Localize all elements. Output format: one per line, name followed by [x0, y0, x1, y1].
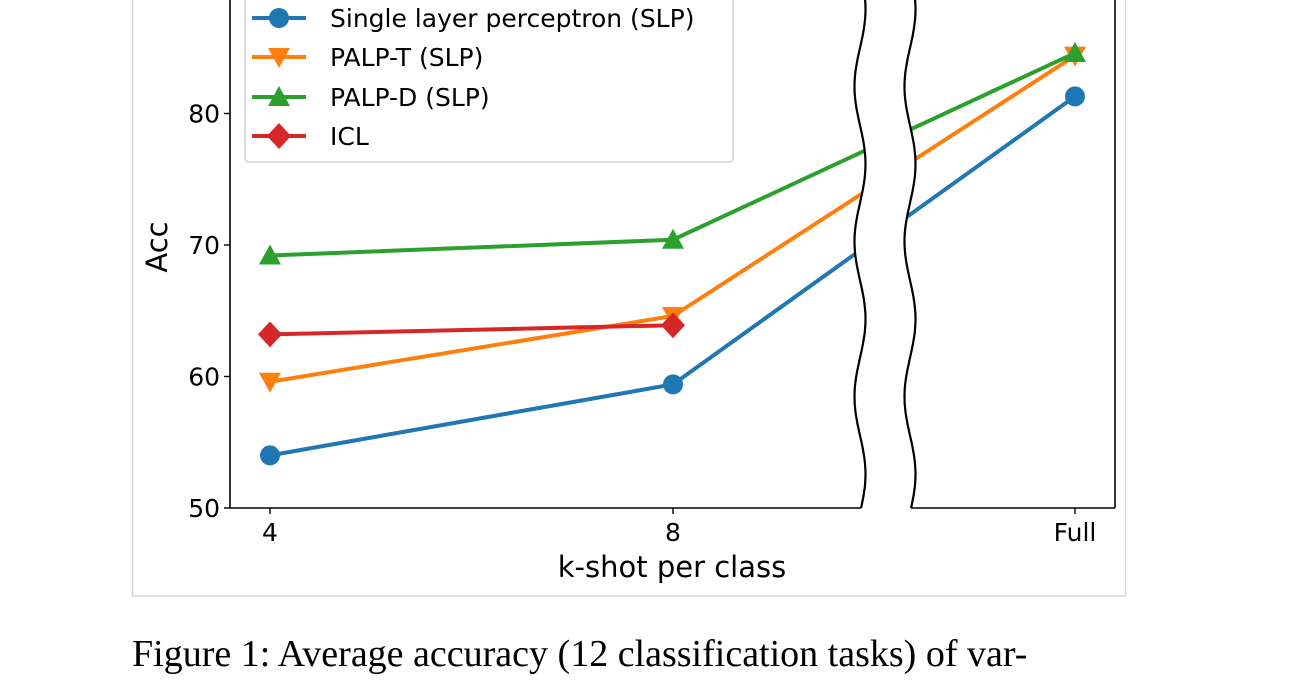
data-point [663, 374, 683, 395]
y-tick-label: 50 [188, 494, 220, 523]
axes [229, 0, 1116, 509]
data-point [258, 321, 282, 348]
axis-break-right-line [903, 0, 917, 509]
legend-marker [268, 86, 290, 106]
figure-frame [131, 0, 1127, 597]
series-0 [260, 86, 1085, 466]
legend-label: PALP-D (SLP) [330, 83, 490, 112]
x-axis-label: k-shot per class [558, 550, 786, 584]
data-point [1065, 86, 1085, 107]
axis-break-left-line [853, 0, 867, 509]
data-point [259, 244, 281, 265]
y-tick-label: 60 [188, 363, 220, 392]
data-point [260, 445, 280, 466]
legend: Single layer perceptron (SLP) PALP-T (SLP… [244, 0, 734, 163]
legend-marker [268, 48, 290, 68]
ticks: 50 60 70 80 4 8 Full [188, 100, 1096, 548]
legend-entry: Single layer perceptron (SLP) [252, 4, 694, 33]
legend-label: PALP-T (SLP) [330, 43, 483, 72]
legend-marker [267, 123, 291, 149]
data-point [259, 372, 281, 393]
data-point [662, 228, 684, 249]
series-line [269, 323, 674, 337]
legend-label: Single layer perceptron (SLP) [330, 4, 694, 33]
data-point [661, 312, 685, 339]
legend-box [244, 0, 734, 163]
legend-entry: PALP-D (SLP) [252, 83, 490, 112]
series-3 [258, 312, 685, 348]
axis-break-gap [854, 0, 916, 508]
y-tick-label: 70 [188, 231, 220, 260]
data-point [1064, 42, 1086, 63]
series-2 [259, 42, 1086, 265]
y-tick-label: 80 [188, 100, 220, 129]
x-tick-label: 4 [262, 518, 278, 547]
x-tick-label: Full [1054, 518, 1097, 547]
legend-entry: PALP-T (SLP) [252, 43, 483, 72]
legend-entry: ICL [252, 122, 369, 151]
y-axis-label: Acc [140, 221, 174, 272]
x-tick-label: 8 [665, 518, 681, 547]
legend-marker [269, 8, 289, 28]
figure-caption: Figure 1: Average accuracy (12 classific… [132, 633, 1028, 675]
series-layer [258, 42, 1086, 466]
legend-label: ICL [330, 122, 369, 151]
